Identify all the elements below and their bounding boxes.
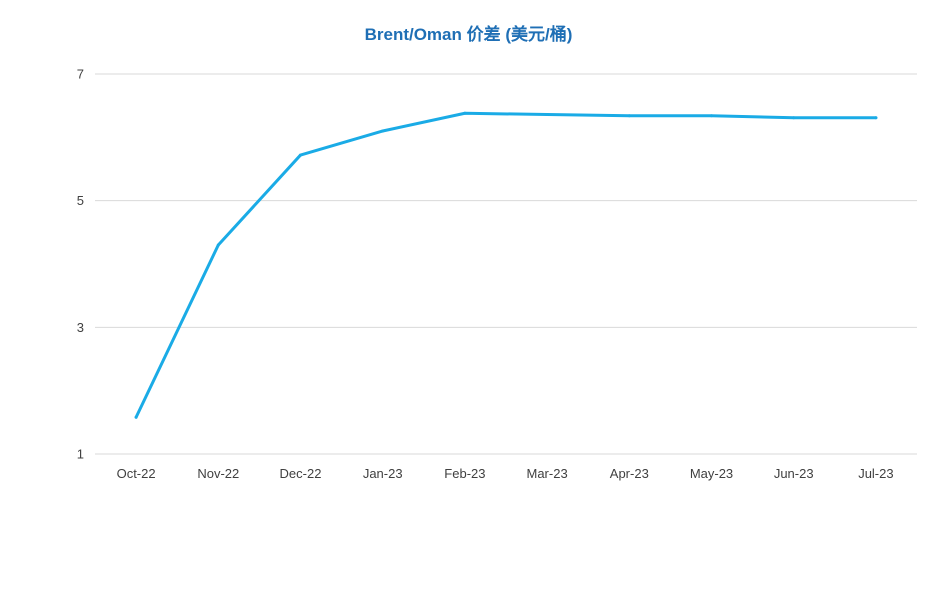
- y-axis-tick-labels: 1 3 5 7: [77, 67, 84, 462]
- x-tick-label: Feb-23: [444, 466, 485, 481]
- data-point: [463, 111, 467, 115]
- x-tick-label: Jul-23: [858, 466, 893, 481]
- chart-title: Brent/Oman 价差 (美元/桶): [364, 25, 573, 44]
- x-tick-label: Oct-22: [117, 466, 156, 481]
- series-group: [134, 111, 878, 419]
- x-tick-label: Dec-22: [280, 466, 322, 481]
- data-point: [299, 153, 302, 157]
- x-tick-label: Mar-23: [527, 466, 568, 481]
- data-point: [792, 116, 796, 120]
- series-line: [134, 111, 878, 419]
- data-point: [874, 116, 878, 120]
- y-tick-label: 5: [77, 193, 84, 208]
- y-tick-label: 3: [77, 320, 84, 335]
- y-tick-label: 1: [77, 447, 84, 462]
- x-axis-tick-labels: Oct-22 Nov-22 Dec-22 Jan-23 Feb-23 Mar-23 Apr-…: [117, 466, 894, 481]
- data-point: [627, 114, 631, 118]
- x-tick-label: Nov-22: [197, 466, 239, 481]
- x-tick-label: Apr-23: [610, 466, 649, 481]
- data-point: [381, 129, 385, 133]
- data-point: [216, 243, 220, 247]
- x-tick-label: Jan-23: [363, 466, 403, 481]
- y-tick-label: 7: [77, 67, 84, 82]
- data-point: [545, 113, 549, 117]
- x-tick-label: May-23: [690, 466, 733, 481]
- x-tick-label: Jun-23: [774, 466, 814, 481]
- gridlines: [95, 73, 917, 328]
- data-point: [134, 415, 138, 419]
- data-point: [710, 114, 713, 118]
